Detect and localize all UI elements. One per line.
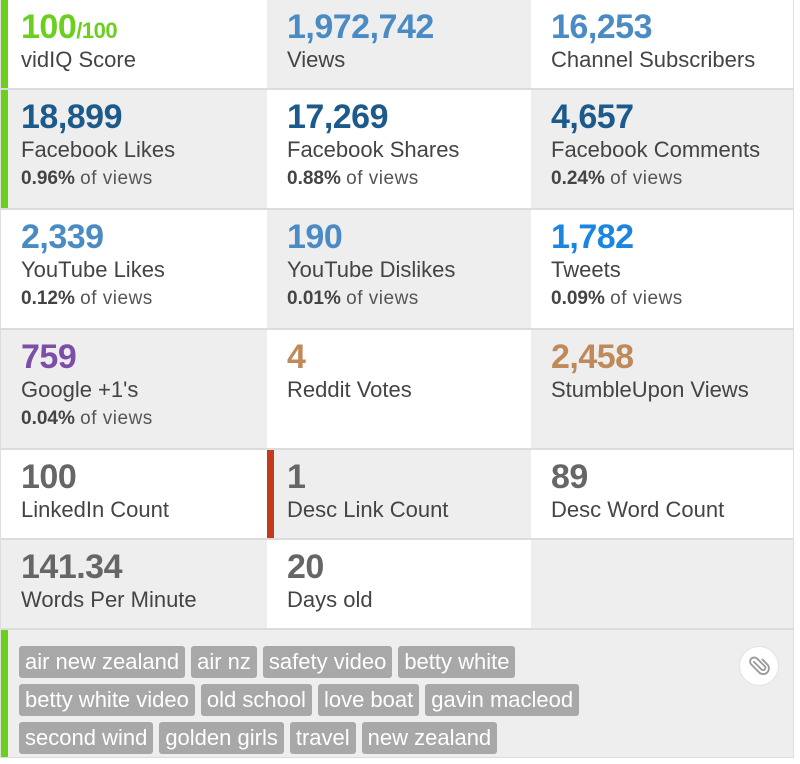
tweets-value: 1,782 (551, 218, 634, 256)
vidiq-score-cell: 100/100 vidIQ Score (1, 0, 267, 88)
facebook-comments-cell: 4,657 Facebook Comments 0.24% of views (531, 90, 793, 208)
copy-tags-button[interactable] (739, 646, 779, 686)
desc-link-count-label: Desc Link Count (287, 497, 449, 522)
google-plus-value: 759 (21, 338, 77, 376)
facebook-comments-pct: 0.24% of views (551, 168, 683, 189)
tag[interactable]: second wind (19, 722, 154, 754)
stats-row-6: 141.34 Words Per Minute 20 Days old (1, 540, 793, 630)
desc-word-count-label: Desc Word Count (551, 497, 725, 522)
vidiq-score-value: 100/100 (21, 8, 118, 46)
desc-word-count-cell: 89 Desc Word Count (531, 450, 793, 538)
facebook-likes-cell: 18,899 Facebook Likes 0.96% of views (1, 90, 267, 208)
tag[interactable]: love boat (317, 684, 420, 716)
reddit-label: Reddit Votes (287, 377, 412, 402)
desc-link-count-cell: 1 Desc Link Count (267, 450, 531, 538)
facebook-likes-label: Facebook Likes (21, 137, 176, 162)
linkedin-value: 100 (21, 458, 77, 496)
stats-row-2: 18,899 Facebook Likes 0.96% of views 17,… (1, 90, 793, 210)
linkedin-label: LinkedIn Count (21, 497, 169, 522)
facebook-shares-label: Facebook Shares (287, 137, 460, 162)
tag[interactable]: air new zealand (19, 646, 186, 678)
facebook-likes-pct: 0.96% of views (21, 168, 153, 189)
youtube-dislikes-label: YouTube Dislikes (287, 257, 456, 282)
desc-word-count-value: 89 (551, 458, 588, 496)
youtube-dislikes-value: 190 (287, 218, 343, 256)
stats-row-5: 100 LinkedIn Count 1 Desc Link Count 89 … (1, 450, 793, 540)
days-old-value: 20 (287, 548, 324, 586)
tag[interactable]: gavin macleod (425, 684, 580, 716)
tweets-cell: 1,782 Tweets 0.09% of views (531, 210, 793, 328)
tag[interactable]: safety video (262, 646, 393, 678)
tag[interactable]: air nz (191, 646, 257, 678)
tag-row-3: second wind golden girls travel new zeal… (19, 722, 733, 754)
youtube-likes-cell: 2,339 YouTube Likes 0.12% of views (1, 210, 267, 328)
stumbleupon-cell: 2,458 StumbleUpon Views (531, 330, 793, 448)
youtube-dislikes-pct: 0.01% of views (287, 288, 419, 309)
views-cell: 1,972,742 Views (267, 0, 531, 88)
reddit-cell: 4 Reddit Votes (267, 330, 531, 448)
days-old-cell: 20 Days old (267, 540, 531, 628)
tags-panel: air new zealand air nz safety video bett… (1, 630, 793, 758)
views-value: 1,972,742 (287, 8, 434, 46)
youtube-likes-value: 2,339 (21, 218, 104, 256)
desc-link-count-value: 1 (287, 458, 306, 496)
vidiq-score-label: vidIQ Score (21, 47, 136, 72)
empty-cell (531, 540, 793, 628)
facebook-comments-value: 4,657 (551, 98, 634, 136)
tag[interactable]: travel (289, 722, 356, 754)
stats-row-4: 759 Google +1's 0.04% of views 4 Reddit … (1, 330, 793, 450)
views-label: Views (287, 47, 346, 72)
stats-row-3: 2,339 YouTube Likes 0.12% of views 190 Y… (1, 210, 793, 330)
tag[interactable]: betty white (398, 646, 516, 678)
words-per-minute-label: Words Per Minute (21, 587, 197, 612)
google-plus-cell: 759 Google +1's 0.04% of views (1, 330, 267, 448)
subscribers-value: 16,253 (551, 8, 653, 46)
facebook-shares-pct: 0.88% of views (287, 168, 419, 189)
paperclip-icon (749, 656, 770, 675)
tag[interactable]: old school (200, 684, 312, 716)
facebook-shares-value: 17,269 (287, 98, 389, 136)
tag-row-1: air new zealand air nz safety video bett… (19, 646, 733, 678)
youtube-likes-pct: 0.12% of views (21, 288, 153, 309)
tag[interactable]: golden girls (159, 722, 284, 754)
facebook-shares-cell: 17,269 Facebook Shares 0.88% of views (267, 90, 531, 208)
linkedin-cell: 100 LinkedIn Count (1, 450, 267, 538)
stumbleupon-label: StumbleUpon Views (551, 377, 749, 402)
tweets-label: Tweets (551, 257, 621, 282)
facebook-likes-value: 18,899 (21, 98, 123, 136)
tag-row-2: betty white video old school love boat g… (19, 684, 733, 716)
words-per-minute-cell: 141.34 Words Per Minute (1, 540, 267, 628)
youtube-dislikes-cell: 190 YouTube Dislikes 0.01% of views (267, 210, 531, 328)
stumbleupon-value: 2,458 (551, 338, 634, 376)
tweets-pct: 0.09% of views (551, 288, 683, 309)
subscribers-cell: 16,253 Channel Subscribers (531, 0, 793, 88)
youtube-likes-label: YouTube Likes (21, 257, 165, 282)
facebook-comments-label: Facebook Comments (551, 137, 761, 162)
google-plus-label: Google +1's (21, 377, 139, 402)
days-old-label: Days old (287, 587, 373, 612)
words-per-minute-value: 141.34 (21, 548, 123, 586)
reddit-value: 4 (287, 338, 306, 376)
google-plus-pct: 0.04% of views (21, 408, 153, 429)
tag[interactable]: betty white video (19, 684, 195, 716)
tag[interactable]: new zealand (361, 722, 498, 754)
subscribers-label: Channel Subscribers (551, 47, 756, 72)
stats-row-1: 100/100 vidIQ Score 1,972,742 Views 16,2… (1, 0, 793, 90)
